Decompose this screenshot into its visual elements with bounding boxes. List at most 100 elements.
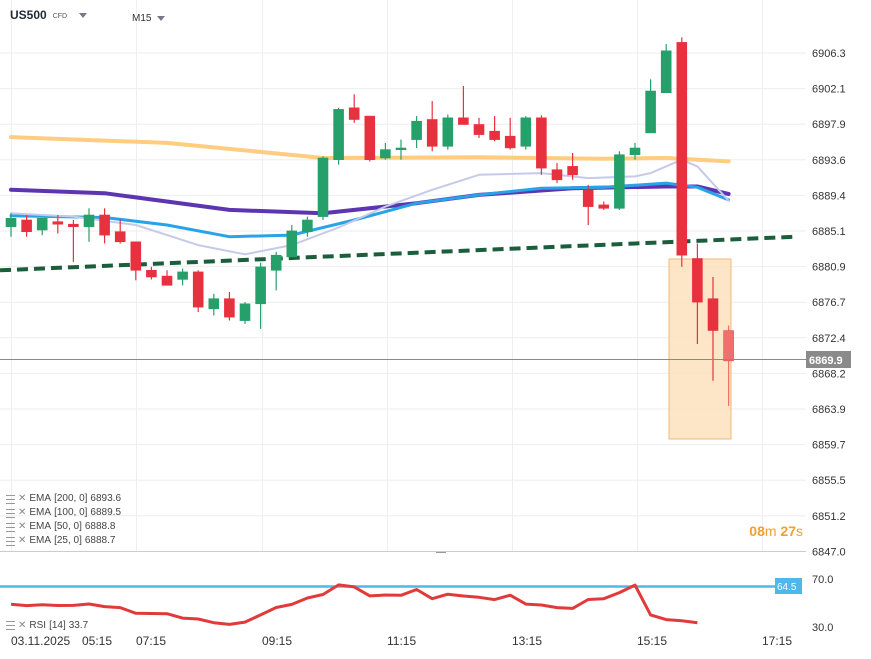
timeframe-chevron-down-icon[interactable] — [157, 16, 166, 21]
candle-countdown: 08m 27s — [749, 523, 803, 539]
time-axis: 03.11.2025 05:15 07:15 09:15 11:15 13:15 15:15… — [11, 634, 792, 648]
candle-body — [707, 298, 719, 331]
close-icon[interactable]: ✕ — [18, 493, 27, 504]
price-tick-label: 6902.1 — [812, 84, 846, 96]
candle-body — [395, 147, 407, 151]
indicator-name: EMA — [29, 535, 52, 546]
candle-body — [348, 107, 360, 120]
rsi-params: [14] — [49, 620, 66, 631]
candle-body — [473, 124, 485, 135]
indicator-params: [100, 0] — [54, 507, 88, 518]
ema-line-0 — [9, 135, 731, 164]
rsi-pane: 64.5 70.0 30.0 — [0, 574, 833, 634]
close-icon[interactable]: ✕ — [18, 620, 27, 631]
price-tick-label: 6868.2 — [812, 368, 846, 380]
candle-body — [567, 166, 578, 176]
time-tick-label: 05:15 — [82, 634, 112, 648]
candle-body — [317, 157, 329, 217]
candle-body — [364, 115, 376, 160]
candle-body — [192, 271, 204, 308]
rsi-name: RSI — [29, 620, 47, 631]
candle-body — [380, 149, 391, 159]
indicator-row-ema50[interactable]: ✕ EMA [50, 0] 6888.8 — [6, 520, 121, 534]
menu-icon[interactable] — [6, 508, 15, 518]
rsi-tick-30: 30.0 — [812, 622, 833, 634]
current-price-tag — [806, 351, 851, 368]
price-tick-label: 6885.1 — [812, 226, 846, 238]
time-tick-label: 15:15 — [637, 634, 667, 648]
candle-body — [130, 241, 142, 271]
candle-body — [692, 258, 703, 303]
symbol-header[interactable]: US500 CFD — [10, 8, 88, 22]
candle-body — [333, 109, 344, 161]
candle-body — [146, 269, 157, 278]
trend-line[interactable] — [0, 234, 797, 273]
candle-body — [208, 298, 220, 310]
candle-body — [286, 230, 298, 258]
rsi-line — [10, 583, 698, 626]
candle-body — [645, 90, 656, 134]
indicator-name: EMA — [29, 493, 52, 504]
time-tick-label: 07:15 — [136, 634, 166, 648]
time-tick-label: 17:15 — [762, 634, 792, 648]
candle-body — [161, 275, 173, 286]
close-icon[interactable]: ✕ — [18, 521, 27, 532]
candle-body — [551, 169, 563, 181]
rsi-legend[interactable]: ✕ RSI [14] 33.7 — [6, 620, 88, 631]
rsi-tick-70: 70.0 — [812, 574, 833, 586]
candle-body — [255, 266, 266, 305]
countdown-seconds-unit: s — [796, 523, 803, 539]
candle-body — [36, 218, 48, 231]
ema-line-2 — [9, 181, 731, 239]
price-tick-label: 6889.4 — [812, 190, 846, 202]
time-tick-label: 13:15 — [512, 634, 542, 648]
candle-body — [411, 120, 422, 140]
time-tick-label: 03.11.2025 — [11, 634, 70, 648]
close-icon[interactable]: ✕ — [18, 507, 27, 518]
menu-icon[interactable] — [6, 621, 15, 630]
indicator-value: 6893.6 — [90, 493, 122, 504]
indicator-row-ema25[interactable]: ✕ EMA [25, 0] 6888.7 — [6, 534, 121, 548]
price-tick-label: 6863.9 — [812, 404, 846, 416]
candle-body — [489, 130, 500, 140]
price-tick-label: 6876.7 — [812, 297, 846, 309]
indicator-legend: ✕ EMA [200, 0] 6893.6 ✕ EMA [100, 0] 688… — [6, 492, 121, 548]
price-axis: 6906.3 6902.1 6897.9 6893.6 6889.4 6885.1 6880… — [812, 48, 846, 558]
candle-body — [83, 214, 95, 227]
price-tick-label: 6897.9 — [812, 119, 846, 131]
candle-body — [5, 218, 17, 228]
current-price-tag-text: 6869.9 — [809, 355, 843, 367]
indicator-name: EMA — [29, 521, 52, 532]
indicator-row-ema100[interactable]: ✕ EMA [100, 0] 6889.5 — [6, 506, 121, 520]
ema-line-3 — [10, 158, 730, 256]
rsi-level-tag — [775, 578, 802, 594]
time-tick-label: 11:15 — [387, 634, 416, 648]
candle-body — [520, 117, 532, 147]
countdown-minutes: 08 — [749, 523, 765, 539]
menu-icon[interactable] — [6, 522, 15, 532]
candle-body — [442, 117, 454, 147]
candle-body — [536, 117, 547, 169]
time-tick-label: 09:15 — [262, 634, 292, 648]
candle-body — [458, 117, 469, 125]
candle-body — [177, 271, 188, 280]
candlesticks — [5, 37, 734, 406]
indicator-name: EMA — [29, 507, 52, 518]
candle-body — [52, 221, 64, 225]
price-tick-label: 6893.6 — [812, 155, 846, 167]
trend-line-dashed — [0, 234, 797, 273]
menu-icon[interactable] — [6, 536, 15, 546]
candle-body — [224, 298, 235, 318]
close-icon[interactable]: ✕ — [18, 535, 27, 546]
candle-body — [614, 154, 625, 209]
symbol-chevron-down-icon[interactable] — [79, 12, 88, 18]
timeframe-selector[interactable]: M15 — [132, 13, 166, 24]
candle-body — [68, 223, 79, 227]
indicator-row-ema200[interactable]: ✕ EMA [200, 0] 6893.6 — [6, 492, 121, 506]
menu-icon[interactable] — [6, 494, 15, 504]
symbol-name[interactable]: US500 — [10, 8, 47, 22]
candle-body — [270, 254, 282, 271]
candle-body — [99, 214, 110, 236]
rsi-level-text: 64.5 — [777, 582, 797, 593]
